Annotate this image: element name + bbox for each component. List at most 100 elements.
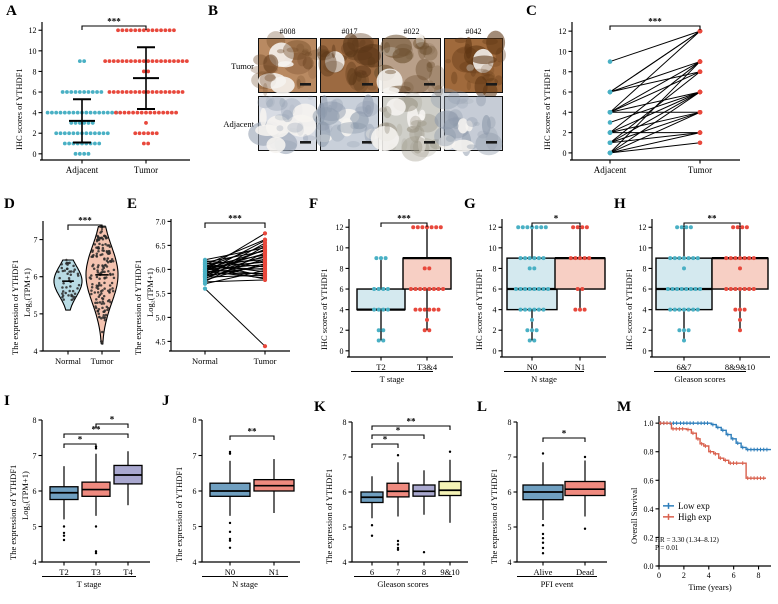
data-point	[107, 59, 112, 64]
data-point	[697, 89, 703, 95]
data-point	[76, 272, 80, 275]
significance-label: ***	[397, 214, 411, 224]
data-point	[607, 150, 613, 156]
data-point	[71, 289, 75, 293]
data-point	[174, 110, 179, 115]
y-tick-label: 6	[33, 88, 37, 97]
x-tick-label: 4	[707, 571, 711, 580]
data-point	[72, 270, 75, 273]
data-point	[262, 277, 268, 283]
panel-a-label: A	[6, 3, 17, 19]
data-point	[607, 140, 613, 146]
significance-label: ***	[648, 17, 662, 27]
panel-j: J The expression of YTHDF1 4 5 6 7 8 N0 N1 ** N…	[160, 392, 310, 604]
data-point	[541, 287, 546, 292]
data-point	[66, 272, 69, 276]
significance-bracket	[371, 425, 451, 430]
data-point	[530, 317, 534, 322]
y-tick-label: 0.2	[644, 533, 654, 542]
panel-a: A IHC scores of YTHDF1 0 2 4 6 8 10 12 Adjacent…	[0, 0, 200, 195]
data-point	[101, 297, 105, 301]
data-point	[101, 249, 104, 252]
data-point	[108, 290, 111, 294]
pair-line	[204, 247, 266, 261]
data-point	[107, 249, 111, 253]
data-point	[120, 28, 125, 33]
y-tick-label: 8	[563, 68, 567, 77]
panel-d-label: D	[4, 196, 15, 212]
data-point	[530, 328, 534, 333]
y-tick-label: 0.4	[644, 505, 654, 514]
data-point	[105, 305, 109, 309]
significance-bracket	[95, 423, 129, 428]
data-point	[418, 287, 423, 292]
data-point	[76, 287, 79, 290]
data-point	[420, 225, 425, 230]
outlier-point	[583, 455, 587, 459]
data-point	[532, 256, 537, 261]
data-point	[415, 225, 420, 230]
y-tick-label: 7	[193, 452, 197, 461]
data-point	[163, 90, 168, 94]
panel-m-p-text: P = 0.01	[655, 544, 679, 552]
data-point	[100, 271, 103, 274]
data-point	[102, 314, 106, 317]
data-point	[180, 59, 185, 64]
y-tick-label: 2	[563, 129, 567, 138]
data-point	[738, 287, 742, 292]
data-point	[62, 131, 67, 136]
data-point	[587, 256, 592, 261]
data-point	[112, 276, 116, 280]
data-point	[90, 292, 93, 296]
data-point	[111, 289, 115, 293]
pair-line	[609, 91, 701, 113]
y-tick-label: 5	[508, 523, 512, 532]
panel-f: F IHC scores of YTHDF1 0 2 4 6 8 10 12 T2 T3&4 **…	[305, 195, 460, 392]
data-point	[97, 131, 102, 136]
significance-bracket	[204, 222, 266, 228]
data-point	[93, 291, 97, 294]
panel-f-group-line	[351, 371, 433, 372]
y-tick-label: 4	[193, 558, 197, 567]
data-point	[129, 28, 133, 33]
data-point	[62, 282, 65, 285]
x-tick-label: 6&7	[676, 362, 691, 372]
data-point	[154, 90, 159, 94]
data-point	[381, 338, 386, 343]
y-tick-label: 6	[643, 285, 647, 294]
y-tick-label: 0.8	[644, 448, 654, 457]
x-tick-label: Tumor	[688, 165, 712, 175]
data-point	[133, 59, 138, 64]
data-point	[751, 287, 756, 292]
y-tick-label: 8	[508, 418, 512, 427]
data-point	[202, 274, 208, 280]
data-point	[101, 306, 104, 310]
outlier-point	[370, 524, 374, 527]
x-tick-label: Adjacent	[594, 165, 627, 175]
y-tick-label: 12	[29, 26, 37, 35]
y-tick-label: 12	[639, 223, 647, 232]
data-point	[385, 307, 390, 312]
data-point	[527, 256, 532, 261]
y-tick-label: 8	[33, 416, 37, 425]
data-point	[108, 288, 112, 291]
data-point	[105, 250, 109, 253]
y-tick-label: 10	[559, 47, 567, 56]
data-point	[607, 89, 613, 95]
data-point	[61, 286, 64, 289]
data-point	[71, 295, 74, 298]
data-point	[738, 317, 742, 322]
pair-line	[204, 279, 266, 283]
panel-j-label: J	[162, 393, 170, 409]
data-point	[679, 287, 684, 292]
pair-line	[609, 71, 701, 93]
y-tick-label: 4	[343, 558, 347, 567]
data-point	[99, 253, 102, 257]
pair-line	[609, 111, 701, 134]
outlier-point	[228, 452, 232, 455]
data-point	[686, 256, 691, 261]
data-point	[108, 245, 112, 248]
outlier-point	[541, 552, 545, 555]
data-point	[90, 289, 93, 292]
data-point	[76, 274, 80, 277]
